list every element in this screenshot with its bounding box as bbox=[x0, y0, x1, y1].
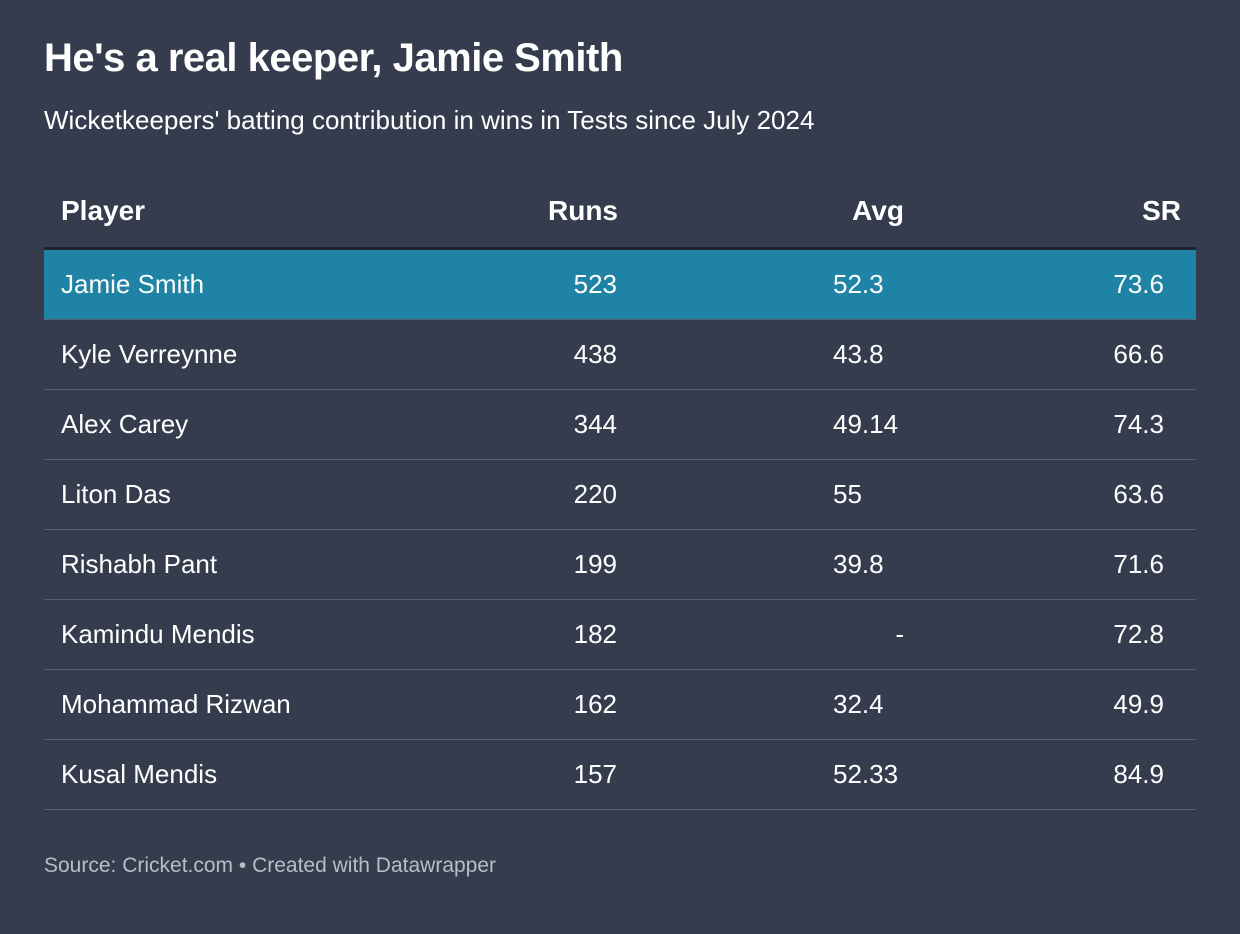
table-row: Jamie Smith 523 52.3 73.6 bbox=[44, 250, 1196, 320]
sr-cell: 63.6 bbox=[1113, 479, 1164, 509]
player-cell: Kamindu Mendis bbox=[61, 619, 255, 649]
avg-cell: 52.33 bbox=[833, 759, 899, 789]
player-cell: Liton Das bbox=[61, 479, 171, 509]
column-header: Runs bbox=[548, 195, 618, 226]
table-row: Kusal Mendis 157 52.33 84.9 bbox=[44, 740, 1196, 810]
table-row: Rishabh Pant 199 39.8 71.6 bbox=[44, 530, 1196, 600]
sr-cell: 72.8 bbox=[1113, 619, 1164, 649]
avg-cell: 43.8 bbox=[833, 339, 884, 369]
runs-cell: 220 bbox=[573, 479, 617, 509]
player-cell: Kusal Mendis bbox=[61, 759, 218, 789]
sr-cell: 84.9 bbox=[1113, 759, 1164, 789]
runs-cell: 523 bbox=[573, 269, 617, 299]
avg-cell: 55 bbox=[833, 479, 862, 509]
player-cell: Jamie Smith bbox=[61, 269, 205, 299]
header-rule bbox=[44, 247, 1196, 250]
table-row: Kamindu Mendis 182 - 72.8 bbox=[44, 600, 1196, 670]
title: He's a real keeper, Jamie Smith bbox=[44, 36, 623, 80]
runs-cell: 344 bbox=[573, 409, 617, 439]
player-cell: Rishabh Pant bbox=[61, 549, 218, 579]
runs-cell: 438 bbox=[573, 339, 617, 369]
avg-cell: 39.8 bbox=[833, 549, 884, 579]
sr-cell: 73.6 bbox=[1113, 269, 1164, 299]
sr-cell: 74.3 bbox=[1113, 409, 1164, 439]
subtitle: Wicketkeepers' batting contribution in w… bbox=[44, 105, 815, 135]
column-header: Avg bbox=[852, 195, 904, 226]
avg-cell: 49.14 bbox=[833, 409, 899, 439]
runs-cell: 157 bbox=[573, 759, 617, 789]
runs-cell: 199 bbox=[573, 549, 617, 579]
sr-cell: 71.6 bbox=[1113, 549, 1164, 579]
runs-cell: 162 bbox=[573, 689, 617, 719]
column-header: Player bbox=[61, 195, 146, 226]
sr-cell: 66.6 bbox=[1113, 339, 1164, 369]
avg-cell: 52.3 bbox=[833, 269, 884, 299]
player-cell: Alex Carey bbox=[61, 409, 189, 439]
footer: Source: Cricket.com • Created with Dataw… bbox=[44, 854, 497, 877]
table-row: Liton Das 220 55 63.6 bbox=[44, 460, 1196, 530]
player-cell: Mohammad Rizwan bbox=[61, 689, 291, 719]
column-header: SR bbox=[1142, 195, 1181, 226]
player-cell: Kyle Verreynne bbox=[61, 339, 238, 369]
table-row: Kyle Verreynne 438 43.8 66.6 bbox=[44, 320, 1196, 390]
sr-cell: 49.9 bbox=[1113, 689, 1164, 719]
avg-cell: 32.4 bbox=[833, 689, 884, 719]
runs-cell: 182 bbox=[573, 619, 617, 649]
avg-cell: - bbox=[895, 619, 904, 649]
table-row: Mohammad Rizwan 162 32.4 49.9 bbox=[44, 670, 1196, 740]
table-row: Alex Carey 344 49.14 74.3 bbox=[44, 390, 1196, 460]
